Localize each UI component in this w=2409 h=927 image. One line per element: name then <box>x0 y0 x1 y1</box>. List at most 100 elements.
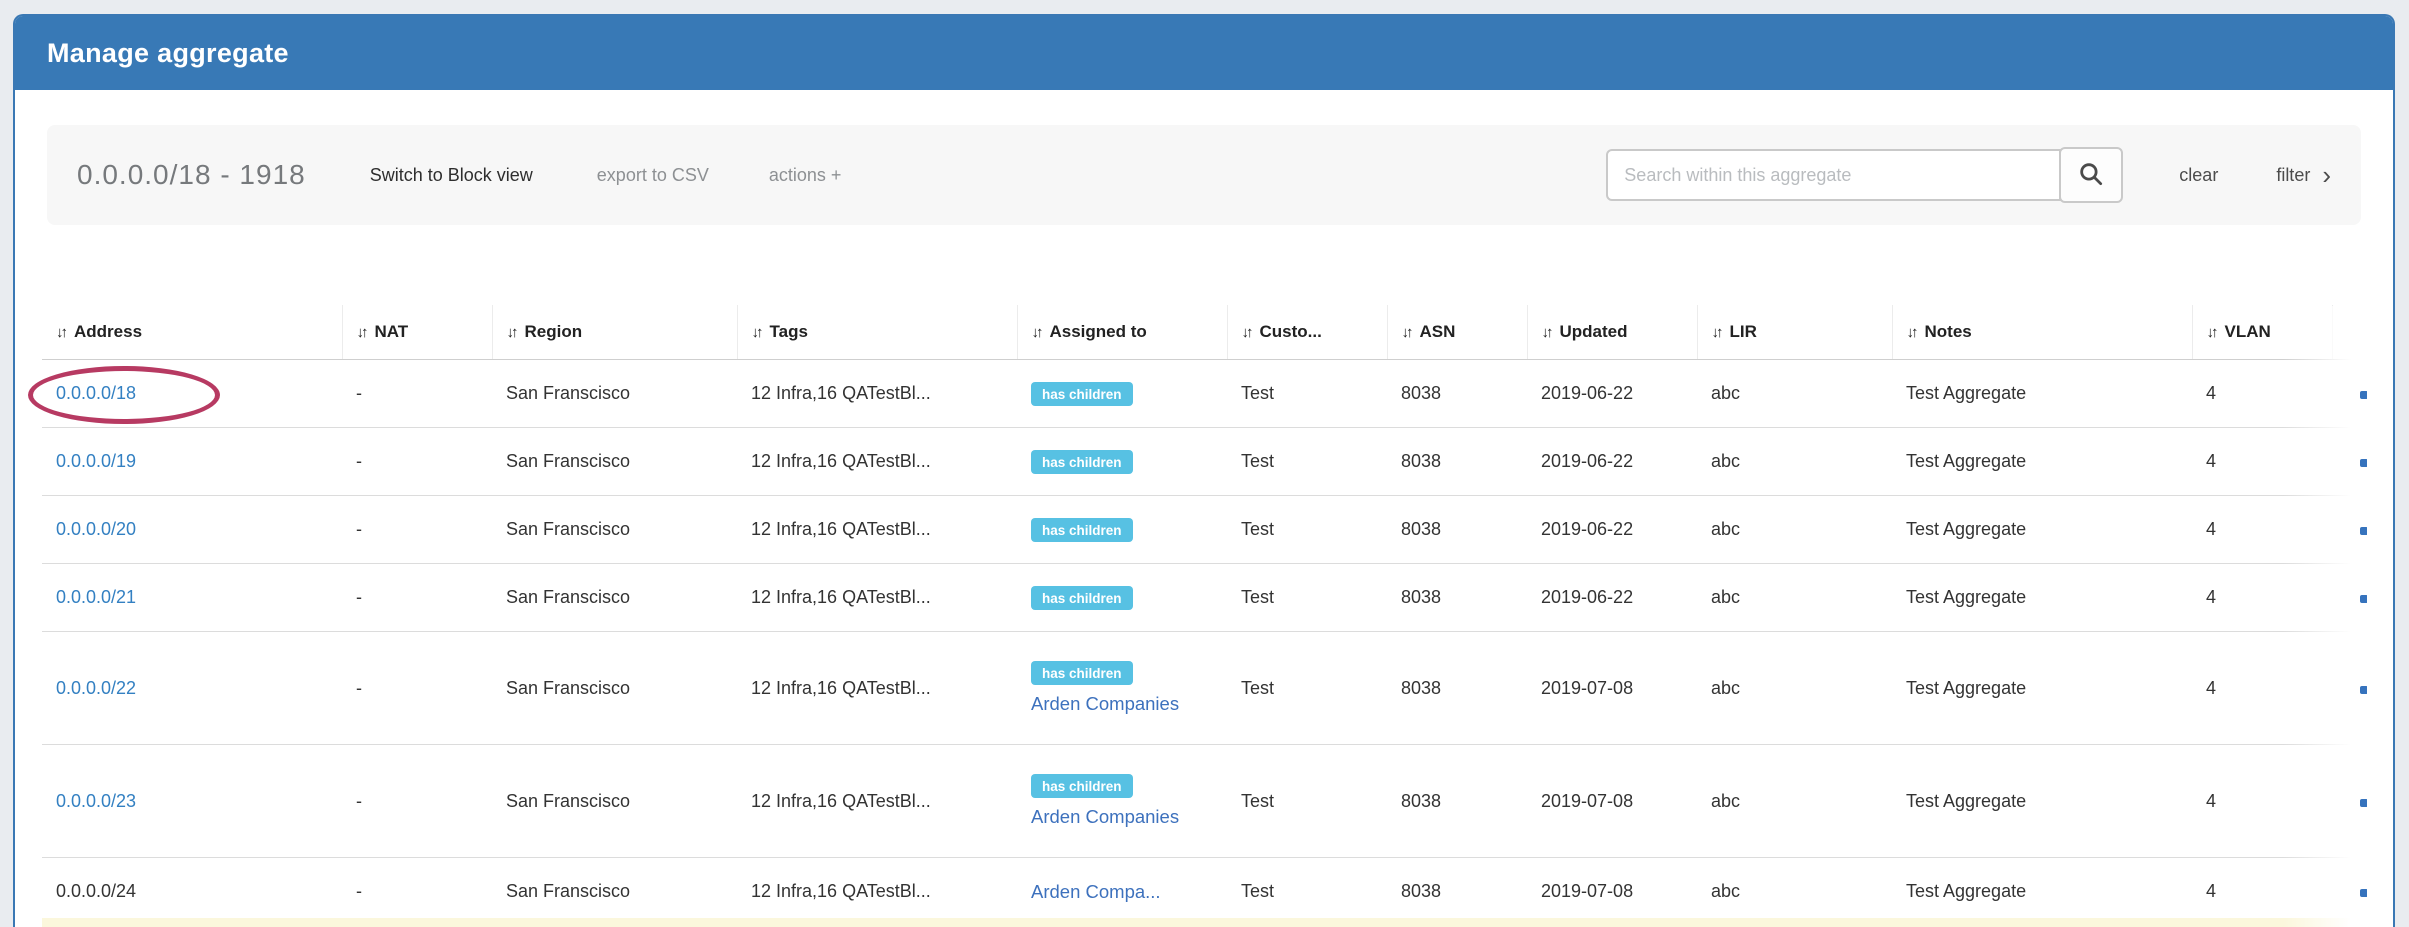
assigned-to-cell: has children <box>1017 359 1227 428</box>
column-header-nat[interactable]: ↓↑ NAT <box>341 305 492 360</box>
switch-to-block-view-link[interactable]: Switch to Block view <box>369 164 533 185</box>
column-label: LIR <box>1729 322 1757 341</box>
tags-value: 12 Infra,16 QATestBl... <box>751 451 931 471</box>
address-cell: 0.0.0.0/23 <box>42 744 342 858</box>
nat-value: - <box>356 451 362 471</box>
column-header-lir[interactable]: ↓↑ LIR <box>1696 305 1892 360</box>
address-link[interactable]: 0.0.0.0/21 <box>56 587 137 607</box>
updated-value: 2019-06-22 <box>1541 587 1634 607</box>
column-header-vlan[interactable]: ↓↑ VLAN <box>2191 305 2332 360</box>
column-header-notes[interactable]: ↓↑ Notes <box>1891 305 2192 360</box>
lir-cell: abc <box>1697 563 1892 632</box>
updated-cell: 2019-06-22 <box>1527 359 1697 428</box>
nat-value: - <box>356 587 362 607</box>
customer-value: Test <box>1241 790 1275 811</box>
customer-cell: Test <box>1227 359 1387 428</box>
assigned-to-link[interactable]: Arden Compa... <box>1031 880 1161 902</box>
vlan-cell: 4 <box>2192 631 2332 745</box>
updated-value: 2019-07-08 <box>1541 677 1634 698</box>
lir-cell: abc <box>1697 495 1892 564</box>
lir-cell: abc <box>1697 857 1892 926</box>
column-header-ghost <box>2331 305 2367 360</box>
address-link[interactable]: 0.0.0.0/18 <box>56 383 137 403</box>
tags-cell: 12 Infra,16 QATestBl... <box>737 563 1017 632</box>
notes-value: Test Aggregate <box>1906 519 2027 539</box>
magnifier-icon <box>2077 160 2105 191</box>
truncated-link-hint <box>2360 391 2367 399</box>
vlan-value: 4 <box>2206 587 2217 607</box>
address-link[interactable]: 0.0.0.0/20 <box>56 519 137 539</box>
table-row: 0.0.0.0/18 - San Franscisco 12 Infra,16 QAT… <box>42 359 2367 428</box>
export-to-csv-link[interactable]: export to CSV <box>596 164 709 185</box>
region-cell: San Franscisco <box>492 427 737 496</box>
region-cell: San Franscisco <box>492 744 737 858</box>
updated-value: 2019-07-08 <box>1541 881 1634 901</box>
column-header-address[interactable]: ↓↑ Address <box>42 305 342 360</box>
region-value: San Franscisco <box>506 519 631 539</box>
vlan-value: 4 <box>2206 881 2217 901</box>
clear-button[interactable]: clear <box>2179 164 2219 185</box>
search-group <box>1606 147 2124 203</box>
notes-cell: Test Aggregate <box>1892 744 2192 858</box>
actions-menu-button[interactable]: actions + <box>768 164 842 185</box>
column-header-assigned[interactable]: ↓↑ Assigned to <box>1016 305 1227 360</box>
sort-icon: ↓↑ <box>1241 324 1254 341</box>
column-label: Custo... <box>1259 322 1322 341</box>
asn-value: 8038 <box>1401 383 1442 403</box>
address-cell: 0.0.0.0/22 <box>42 631 342 745</box>
table-row: 0.0.0.0/23 - San Franscisco 12 Infra,16 QAT… <box>42 744 2367 858</box>
has-children-badge: has children <box>1031 517 1133 542</box>
filter-button[interactable]: filter › <box>2276 160 2331 190</box>
customer-value: Test <box>1241 881 1275 901</box>
region-cell: San Franscisco <box>492 563 737 632</box>
asn-value: 8038 <box>1401 519 1442 539</box>
column-header-asn[interactable]: ↓↑ ASN <box>1386 305 1527 360</box>
vlan-value: 4 <box>2206 451 2217 471</box>
table-row: 0.0.0.0/19 - San Franscisco 12 Infra,16 QAT… <box>42 427 2367 496</box>
vlan-cell: 4 <box>2192 857 2332 926</box>
updated-cell: 2019-06-22 <box>1527 563 1697 632</box>
region-cell: San Franscisco <box>492 359 737 428</box>
truncated-link-hint <box>2360 459 2367 467</box>
address-link[interactable]: 0.0.0.0/23 <box>56 790 137 811</box>
tags-cell: 12 Infra,16 QATestBl... <box>737 495 1017 564</box>
nat-cell: - <box>342 495 492 564</box>
nat-value: - <box>356 383 362 403</box>
notes-cell: Test Aggregate <box>1892 563 2192 632</box>
sort-icon: ↓↑ <box>356 324 369 341</box>
tags-value: 12 Infra,16 QATestBl... <box>751 383 931 403</box>
assigned-to-link[interactable]: Arden Companies <box>1031 806 1180 827</box>
address-text: 0.0.0.0/24 <box>56 881 137 901</box>
sort-icon: ↓↑ <box>1541 324 1554 341</box>
nat-cell: - <box>342 631 492 745</box>
truncated-link-hint <box>2360 685 2367 694</box>
region-cell: San Franscisco <box>492 495 737 564</box>
region-value: San Franscisco <box>506 677 631 698</box>
assigned-to-cell: has children <box>1017 427 1227 496</box>
search-input[interactable] <box>1606 149 2062 201</box>
sort-icon: ↓↑ <box>1031 324 1044 341</box>
search-button[interactable] <box>2059 147 2124 203</box>
notes-value: Test Aggregate <box>1906 677 2027 698</box>
column-label: Updated <box>1559 322 1628 341</box>
assigned-to-link[interactable]: Arden Companies <box>1031 693 1180 714</box>
column-header-tags[interactable]: ↓↑ Tags <box>736 305 1017 360</box>
nat-value: - <box>356 790 362 811</box>
vlan-value: 4 <box>2206 383 2217 403</box>
tags-cell: 12 Infra,16 QATestBl... <box>737 857 1017 926</box>
updated-value: 2019-06-22 <box>1541 519 1634 539</box>
truncated-link-hint <box>2360 595 2367 603</box>
column-header-region[interactable]: ↓↑ Region <box>491 305 737 360</box>
column-header-customer[interactable]: ↓↑ Custo... <box>1226 305 1387 360</box>
column-header-updated[interactable]: ↓↑ Updated <box>1526 305 1697 360</box>
address-link[interactable]: 0.0.0.0/22 <box>56 677 137 698</box>
lir-value: abc <box>1711 677 1741 698</box>
sort-icon: ↓↑ <box>1401 324 1414 341</box>
address-link[interactable]: 0.0.0.0/19 <box>56 451 137 471</box>
chevron-right-icon: › <box>2322 160 2331 190</box>
lir-value: abc <box>1711 519 1741 539</box>
updated-cell: 2019-07-08 <box>1527 857 1697 926</box>
lir-cell: abc <box>1697 359 1892 428</box>
manage-aggregate-panel: Manage aggregate 0.0.0.0/18 - 1918 Switc… <box>13 14 2395 927</box>
assigned-to-cell: has children Arden Companies <box>1017 631 1227 745</box>
